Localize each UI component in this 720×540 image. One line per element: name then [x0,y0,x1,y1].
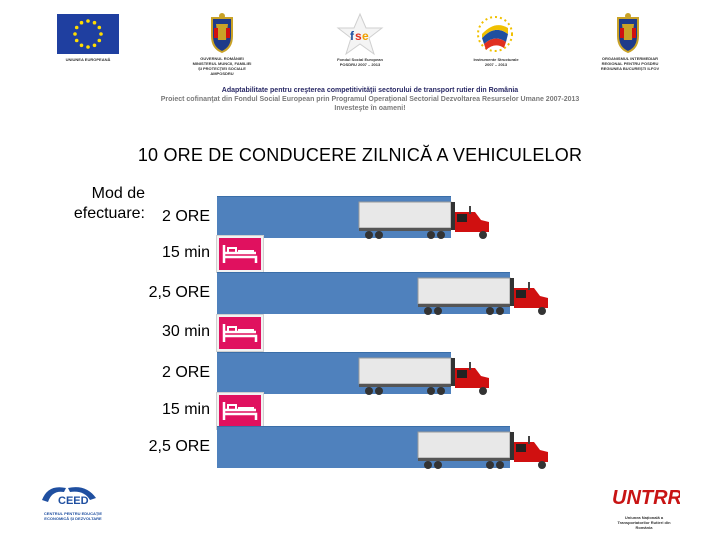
truck-icon [357,354,491,403]
project-cofinancing: Proiect cofinanţat din Fondul Social Eur… [160,96,580,103]
truck-icon [357,198,491,247]
page-title: 10 ORE DE CONDUCERE ZILNICĂ A VEHICULELO… [137,145,583,165]
rest-break-box [217,393,263,429]
untrr-logo-text: UNTRR [612,487,680,509]
row-duration-label: 2,5 ORE [148,438,210,455]
coat-of-arms-icon [612,12,644,54]
fse-star-logo-icon: f s e [334,12,386,56]
project-slogan: Investeşte în oameni! [334,105,406,112]
bed-icon [219,395,261,432]
structural-instruments-logo-icon [470,12,520,56]
row-duration-label: 15 min [161,244,210,261]
logo-caption-government: GUVERNUL ROMÂNIEI MINISTERUL MUNCII, FAM… [192,56,252,76]
rest-break-box [217,236,263,272]
truck-icon [416,428,550,477]
svg-text:s: s [355,29,362,43]
coat-of-arms-icon [206,12,238,54]
ceed-logo-caption: CENTRUL PENTRU EDUCAȚIE ECONOMICĂ ȘI DEZ… [43,511,103,521]
bed-icon [219,317,261,354]
logo-caption-eu: UNIUNEA EUROPEANĂ [65,57,111,62]
svg-text:e: e [362,29,369,43]
truck-icon [416,274,550,323]
untrr-logo-caption: Uniunea Națională a Transportatorilor Ru… [617,515,671,530]
mode-label-line2: efectuare: [73,205,145,222]
ceed-logo-text: CEED [58,495,89,506]
svg-text:f: f [350,29,355,43]
logo-caption-regional: ORGANISMUL INTERMEDIAR REGIONAL PENTRU P… [600,56,660,71]
rest-break-box [217,315,263,351]
row-duration-label: 2 ORE [161,364,210,381]
row-duration-label: 15 min [161,401,210,418]
row-duration-label: 30 min [161,323,210,340]
ceed-logo: CEED CENTRUL PENTRU EDUCAȚIE ECONOMICĂ Ș… [38,480,108,532]
logo-caption-structural: Instrumente Structurale 2007 – 2013 [473,57,519,67]
header-logo-bar: UNIUNEA EUROPEANĂ GUVERNUL ROMÂNIEI MINI… [0,0,720,78]
row-duration-label: 2,5 ORE [148,284,210,301]
bed-icon [219,238,261,275]
project-title: Adaptabilitate pentru creşterea competit… [221,87,519,94]
logo-caption-fse: Fondul Social European POSDRU 2007 – 201… [337,57,383,67]
project-header: Adaptabilitate pentru creşterea competit… [100,86,640,113]
untrr-logo: UNTRR Uniunea Națională a Transportatori… [608,482,683,534]
mode-label-line1: Mod de [91,185,145,202]
row-duration-label: 2 ORE [161,208,210,225]
mode-label: Mod de efectuare: [40,184,145,224]
eu-flag-icon [57,14,119,54]
